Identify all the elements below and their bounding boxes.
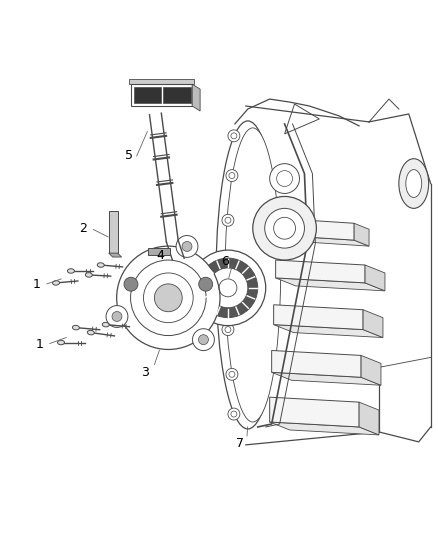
Text: 4: 4 — [156, 248, 164, 262]
Ellipse shape — [72, 325, 79, 330]
Circle shape — [106, 305, 128, 327]
Circle shape — [155, 284, 182, 312]
Bar — [163, 87, 191, 103]
Circle shape — [199, 277, 212, 291]
Circle shape — [270, 164, 300, 193]
Circle shape — [190, 250, 266, 326]
Ellipse shape — [87, 330, 94, 335]
Polygon shape — [109, 253, 122, 257]
Polygon shape — [192, 84, 200, 111]
Circle shape — [182, 241, 192, 252]
Circle shape — [222, 214, 234, 226]
Polygon shape — [272, 351, 361, 377]
Polygon shape — [361, 356, 381, 385]
Polygon shape — [276, 278, 385, 291]
Bar — [134, 87, 161, 103]
Circle shape — [198, 258, 258, 318]
Circle shape — [117, 246, 220, 350]
Ellipse shape — [67, 269, 74, 273]
Circle shape — [222, 324, 234, 336]
Circle shape — [226, 368, 238, 380]
Ellipse shape — [53, 281, 60, 285]
Text: 2: 2 — [79, 222, 87, 235]
Circle shape — [228, 130, 240, 142]
Circle shape — [226, 169, 238, 182]
Circle shape — [265, 208, 304, 248]
Polygon shape — [365, 265, 385, 291]
Text: 1: 1 — [35, 338, 43, 351]
Ellipse shape — [85, 273, 92, 277]
Circle shape — [228, 408, 240, 420]
Circle shape — [176, 236, 198, 257]
Polygon shape — [363, 310, 383, 337]
Ellipse shape — [225, 128, 281, 422]
Circle shape — [193, 329, 214, 351]
Circle shape — [208, 268, 248, 308]
Bar — [131, 84, 192, 106]
Circle shape — [112, 311, 122, 321]
Polygon shape — [276, 260, 365, 283]
Circle shape — [124, 277, 138, 291]
Ellipse shape — [97, 263, 104, 267]
Polygon shape — [270, 397, 359, 427]
Polygon shape — [354, 223, 369, 246]
Text: 6: 6 — [221, 255, 229, 268]
Bar — [109, 212, 118, 253]
Polygon shape — [274, 325, 383, 337]
Bar — [148, 248, 170, 255]
Polygon shape — [359, 402, 379, 435]
Bar — [129, 79, 194, 84]
Circle shape — [253, 197, 316, 260]
Circle shape — [220, 269, 232, 281]
Text: 5: 5 — [124, 149, 133, 162]
Ellipse shape — [406, 169, 422, 197]
Polygon shape — [274, 305, 363, 329]
Text: 3: 3 — [141, 366, 149, 379]
Circle shape — [198, 335, 208, 345]
Ellipse shape — [57, 340, 64, 345]
Ellipse shape — [399, 159, 429, 208]
Polygon shape — [278, 235, 369, 246]
Text: 1: 1 — [32, 278, 40, 292]
Text: 7: 7 — [236, 438, 244, 450]
Ellipse shape — [102, 322, 109, 327]
Polygon shape — [278, 219, 354, 240]
Polygon shape — [272, 373, 381, 385]
Polygon shape — [270, 422, 379, 435]
